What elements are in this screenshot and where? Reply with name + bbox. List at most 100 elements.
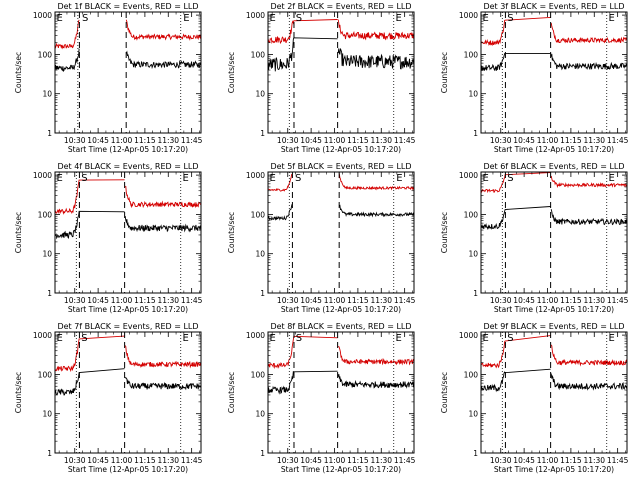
x-tick-label: 11:15 [347, 296, 369, 305]
y-tick-label: 10 [255, 90, 265, 99]
y-tick-label: 1000 [459, 331, 478, 340]
events-series-line-post [339, 204, 415, 218]
events-series-line-post [124, 376, 202, 391]
x-tick-label: 11:15 [560, 136, 582, 145]
y-axis-label: Counts/sec [440, 52, 449, 93]
panel-det-4: Det 4f BLACK = Events, RED = LLD E S E 1 10 10… [14, 162, 203, 314]
y-axis-label: Counts/sec [14, 212, 23, 253]
marker-s: S [296, 13, 302, 24]
x-tick-label: 10:45 [300, 296, 322, 305]
panel-det-2: Det 2f BLACK = Events, RED = LLD E S E 1 10 10… [227, 2, 416, 154]
lld-series-line-pre [480, 335, 551, 369]
events-series-line-pre [267, 203, 293, 221]
x-tick-label: 11:00 [324, 456, 346, 465]
lld-series-line-pre [480, 172, 551, 194]
x-tick-label: 11:00 [537, 456, 559, 465]
panel-det-8: Det 8f BLACK = Events, RED = LLD E S E 1 10 10… [227, 322, 416, 474]
marker-s: S [81, 173, 87, 184]
marker-e: E [396, 173, 402, 184]
y-tick-label: 10 [42, 90, 52, 99]
y-tick-label: 10 [42, 410, 52, 419]
x-axis-label: Start Time (12-Apr-05 10:17:20) [281, 305, 401, 314]
x-axis-label: Start Time (12-Apr-05 10:17:20) [68, 145, 188, 154]
marker-s: S [81, 333, 87, 344]
x-tick-label: 11:00 [111, 456, 133, 465]
x-tick-label: 11:00 [324, 136, 346, 145]
x-tick-label: 11:00 [111, 136, 133, 145]
events-series-line-pre [267, 370, 338, 395]
lld-series-line-pre [480, 16, 551, 47]
panel-title: Det 3f BLACK = Events, RED = LLD [483, 2, 624, 11]
x-tick-label: 10:45 [300, 456, 322, 465]
marker-e: E [483, 333, 489, 344]
y-axis-label: Counts/sec [440, 212, 449, 253]
events-series-line-post [337, 48, 415, 70]
marker-s: S [82, 13, 88, 24]
marker-e: E [57, 333, 63, 344]
events-series-line-pre [480, 52, 551, 72]
x-tick-label: 11:30 [157, 296, 179, 305]
lld-series-line-post [338, 345, 415, 366]
marker-s: S [296, 333, 302, 344]
panel-title: Det 9f BLACK = Events, RED = LLD [483, 322, 624, 331]
y-tick-label: 100 [251, 210, 266, 219]
x-axis-label: Start Time (12-Apr-05 10:17:20) [494, 465, 614, 474]
y-tick-label: 100 [38, 370, 53, 379]
events-series-line-post [550, 53, 628, 71]
lld-series-line-post [124, 345, 202, 369]
x-tick-label: 11:45 [181, 456, 203, 465]
y-tick-label: 10 [42, 250, 52, 259]
y-tick-label: 1 [260, 129, 265, 138]
x-tick-label: 10:45 [87, 456, 109, 465]
y-tick-label: 10 [255, 410, 265, 419]
lld-series-line-post [338, 173, 415, 191]
x-axis-label: Start Time (12-Apr-05 10:17:20) [281, 465, 401, 474]
panel-title: Det 5f BLACK = Events, RED = LLD [270, 162, 411, 171]
y-tick-label: 1000 [246, 11, 265, 20]
x-tick-label: 10:30 [490, 456, 512, 465]
y-tick-label: 1000 [459, 11, 478, 20]
x-tick-label: 10:30 [277, 296, 299, 305]
x-tick-label: 11:00 [537, 136, 559, 145]
marker-s: S [507, 333, 513, 344]
y-tick-label: 100 [464, 210, 479, 219]
x-tick-label: 10:45 [87, 136, 109, 145]
marker-e: E [609, 333, 615, 344]
x-tick-label: 11:30 [157, 136, 179, 145]
plot-frame [54, 11, 202, 134]
x-tick-label: 11:45 [607, 456, 629, 465]
panel-title: Det 8f BLACK = Events, RED = LLD [270, 322, 411, 331]
marker-s: S [295, 173, 301, 184]
x-tick-label: 11:30 [370, 296, 392, 305]
marker-e: E [57, 173, 63, 184]
plot-frame [267, 331, 415, 454]
plot-frame [267, 171, 415, 294]
events-series-line-pre [480, 368, 551, 393]
x-tick-label: 11:15 [134, 136, 156, 145]
y-tick-label: 1 [47, 289, 52, 298]
plot-frame [54, 331, 202, 454]
x-tick-label: 11:30 [583, 296, 605, 305]
y-axis-label: Counts/sec [227, 212, 236, 253]
y-axis-label: Counts/sec [440, 372, 449, 413]
x-tick-label: 11:30 [370, 136, 392, 145]
x-axis-label: Start Time (12-Apr-05 10:17:20) [281, 145, 401, 154]
x-tick-label: 11:15 [560, 296, 582, 305]
x-tick-label: 10:45 [87, 296, 109, 305]
y-tick-label: 1 [473, 449, 478, 458]
x-axis-label: Start Time (12-Apr-05 10:17:20) [494, 305, 614, 314]
y-tick-label: 1000 [459, 171, 478, 180]
panel-title: Det 6f BLACK = Events, RED = LLD [483, 162, 624, 171]
y-tick-label: 1 [47, 129, 52, 138]
y-tick-label: 100 [251, 370, 266, 379]
marker-e: E [270, 333, 276, 344]
y-tick-label: 1 [260, 449, 265, 458]
marker-e: E [483, 173, 489, 184]
panel-title: Det 1f BLACK = Events, RED = LLD [57, 2, 198, 11]
events-series-line-pre [54, 210, 125, 240]
y-tick-label: 10 [468, 410, 478, 419]
y-tick-label: 100 [251, 50, 266, 59]
lld-series-line-post [125, 19, 202, 41]
